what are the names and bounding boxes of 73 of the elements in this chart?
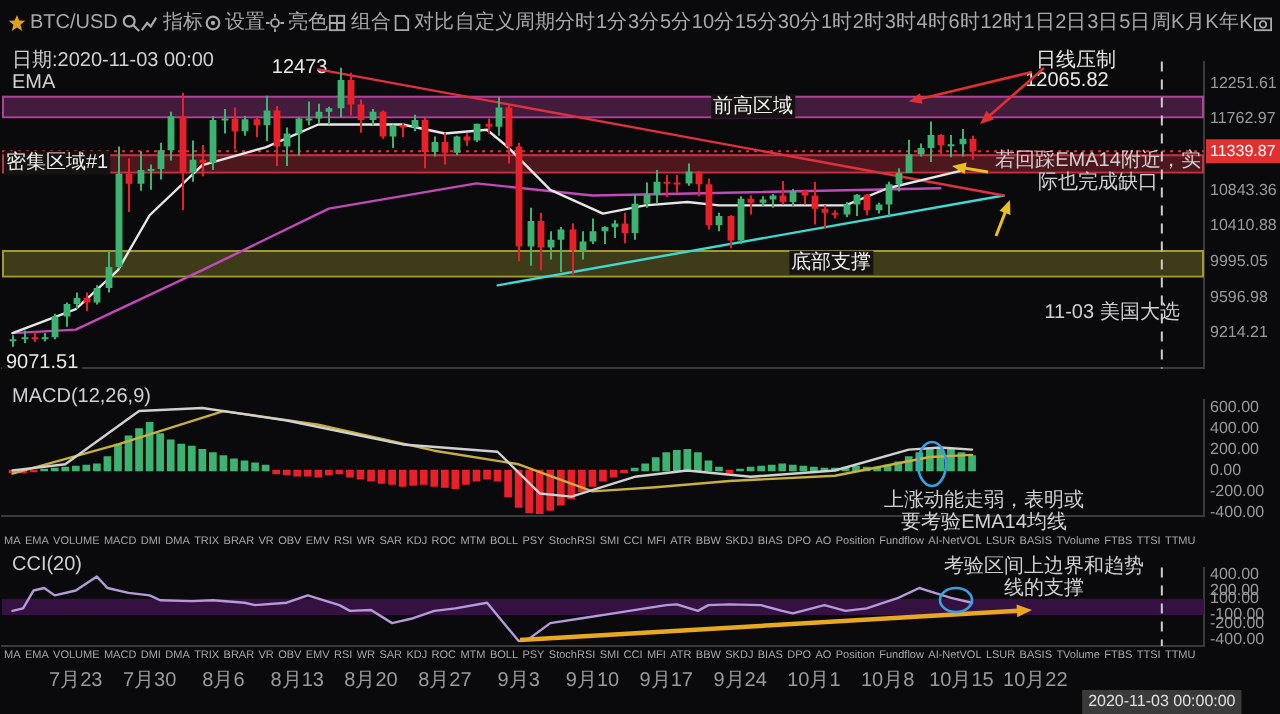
text: 分时 (555, 12, 596, 34)
ref-line-label: 11339.87 (1210, 141, 1277, 160)
annotation: 上涨动能走弱，表明或要考验EMA14均线 (884, 487, 1084, 534)
x-tick-label: 9月24 (713, 669, 768, 692)
text: 10分 (691, 12, 735, 34)
text: BTC/USD (30, 12, 118, 34)
x-tick-label: 8月13 (270, 669, 325, 692)
x-tick-label: 9月3 (497, 669, 541, 692)
y-tick-label: 9596.98 (1210, 287, 1269, 306)
text: 6时 (948, 12, 980, 34)
x-tick-label: 8月20 (344, 669, 399, 692)
chart-title: CCI(20) (12, 553, 83, 576)
y-tick-label: 400.00 (1210, 419, 1261, 438)
text: 2日 (1055, 12, 1087, 34)
text: 12时 (980, 12, 1023, 34)
y-tick-label: 9995.05 (1210, 252, 1269, 271)
x-tick-label: 8月6 (202, 669, 246, 692)
text: 亮色 (288, 12, 329, 34)
x-tick-label: 9月17 (639, 669, 694, 692)
x-tick-label: 10月22 (1003, 669, 1069, 692)
annotation: 12065.82 (1025, 70, 1110, 93)
y-tick-label: 200.00 (1210, 440, 1261, 459)
y-tick-label: -400.00 (1210, 629, 1266, 648)
y-tick-label: 9214.21 (1210, 323, 1269, 342)
band-label: 前高区域 (713, 93, 794, 118)
text: 年K (1219, 12, 1253, 34)
annotation: 9071.51 (5, 352, 80, 375)
x-tick-label: 9月10 (565, 669, 621, 692)
annotation: EMA (12, 71, 56, 94)
x-tick-label: 10月15 (929, 669, 995, 692)
annotation: 若回踩EMA14附近，实际也完成缺口 (995, 147, 1201, 194)
annotation: 日期:2020-11-03 00:00 (12, 47, 215, 72)
text: 30分 (777, 12, 821, 34)
x-tick-label: 10月8 (861, 669, 916, 692)
annotation: 11-03 美国大选 (1044, 299, 1180, 324)
chart-title: MACD(12,26,9) (12, 385, 151, 408)
y-tick-label: 10410.88 (1210, 216, 1278, 235)
band-label: 密集区域#1 (6, 150, 110, 175)
y-tick-label: 10843.36 (1210, 180, 1278, 199)
text: 设置 (225, 12, 266, 34)
text: 月K (1185, 12, 1219, 34)
text: 指标 (162, 12, 203, 34)
band-label: 底部支撑 (791, 250, 872, 275)
y-tick-label: 11762.97 (1210, 109, 1277, 128)
text: 2时 (852, 12, 884, 34)
x-tick-label: 7月23 (49, 669, 104, 692)
annotation: 考验区间上边界和趋势线的支撑 (944, 553, 1144, 600)
text: 3分 (627, 12, 660, 34)
text: 15分 (734, 12, 778, 34)
x-tick-label: 8月27 (418, 669, 473, 692)
annotation: 日线压制 (1036, 47, 1116, 72)
y-tick-label: 0.00 (1210, 460, 1243, 479)
text: 1时 (820, 12, 852, 34)
text: 4时 (916, 12, 948, 34)
text: 5分 (659, 12, 691, 34)
text: 对比 (413, 12, 454, 34)
y-tick-label: 400.00 (1210, 564, 1261, 583)
y-tick-label: 12251.61 (1210, 73, 1278, 92)
text: 3日 (1087, 12, 1119, 34)
x-tick-label: 10月1 (787, 669, 842, 692)
text: 3时 (884, 12, 916, 34)
text: 1日 (1023, 12, 1055, 34)
x-tick-label: 7月30 (122, 669, 178, 692)
text: 5日 (1119, 12, 1151, 34)
y-tick-label: -200.00 (1210, 481, 1266, 500)
text: 自定义周期 (454, 12, 555, 34)
y-tick-label: 600.00 (1210, 398, 1261, 417)
text: 组合 (350, 12, 391, 34)
y-tick-label: -400.00 (1210, 502, 1266, 521)
ref-line-label: 2020-11-03 00:00:00 (1088, 692, 1237, 711)
text: 周K (1151, 12, 1185, 34)
annotation: 12473 (271, 57, 329, 80)
text: 1分 (596, 12, 628, 34)
